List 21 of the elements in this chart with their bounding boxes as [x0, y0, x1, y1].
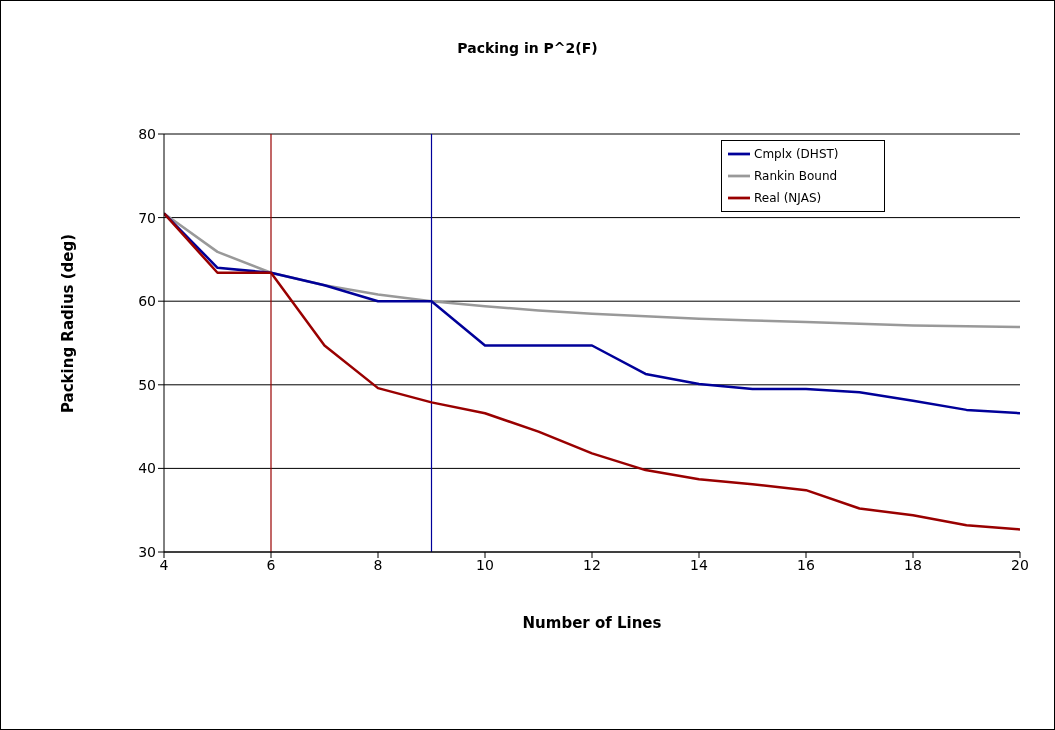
y-tick-label: 30: [138, 543, 156, 560]
x-axis-title: Number of Lines: [522, 614, 662, 632]
chart-title: Packing in P^2(F): [456, 40, 599, 56]
x-tick-label: 8: [373, 556, 383, 573]
x-tick-label: 4: [159, 556, 169, 573]
legend-label: Cmplx (DHST): [754, 146, 839, 161]
x-tick-label: 20: [1011, 556, 1029, 573]
legend-label: Real (NJAS): [754, 190, 822, 205]
y-tick-label: 40: [138, 460, 156, 477]
x-tick-label: 16: [797, 556, 815, 573]
x-tick-label: 14: [690, 556, 708, 573]
legend-label: Rankin Bound: [754, 168, 838, 183]
x-tick-label: 12: [583, 556, 601, 573]
y-tick-label: 50: [138, 376, 156, 393]
y-tick-label: 70: [138, 209, 156, 226]
y-tick-label: 60: [138, 293, 156, 310]
y-tick-label: 80: [138, 125, 156, 142]
x-tick-label: 6: [266, 556, 276, 573]
x-tick-label: 10: [476, 556, 494, 573]
y-axis-title: Packing Radius (deg): [59, 233, 78, 413]
x-tick-label: 18: [904, 556, 922, 573]
